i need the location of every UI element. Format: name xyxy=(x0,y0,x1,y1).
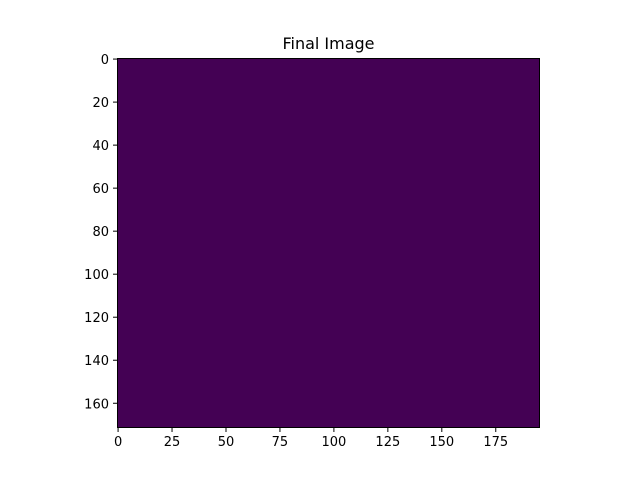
x-tick-label: 25 xyxy=(164,435,181,450)
y-tick-label: 100 xyxy=(84,268,109,283)
x-tick-label: 125 xyxy=(375,435,400,450)
y-axis: 0 20 40 60 80 100 120 140 160 xyxy=(84,53,117,412)
x-tick-label: 0 xyxy=(114,435,122,450)
chart-title: Final Image xyxy=(282,34,374,53)
y-tick-label: 80 xyxy=(92,225,109,240)
x-tick-label: 75 xyxy=(272,435,289,450)
y-tick-label: 20 xyxy=(92,96,109,111)
x-tick-label: 175 xyxy=(483,435,508,450)
x-tick-label: 150 xyxy=(429,435,454,450)
x-axis: 0 25 50 75 100 125 150 175 xyxy=(114,428,508,450)
y-tick-label: 120 xyxy=(84,311,109,326)
y-tick-label: 40 xyxy=(92,139,109,154)
y-tick-label: 160 xyxy=(84,397,109,412)
axes-frame xyxy=(117,58,540,428)
x-tick-label: 50 xyxy=(218,435,235,450)
y-tick-label: 0 xyxy=(101,53,109,68)
y-tick-label: 140 xyxy=(84,354,109,369)
y-tick-label: 60 xyxy=(92,182,109,197)
x-tick-label: 100 xyxy=(321,435,346,450)
image-layer xyxy=(117,58,540,428)
image-pixels xyxy=(117,58,540,428)
